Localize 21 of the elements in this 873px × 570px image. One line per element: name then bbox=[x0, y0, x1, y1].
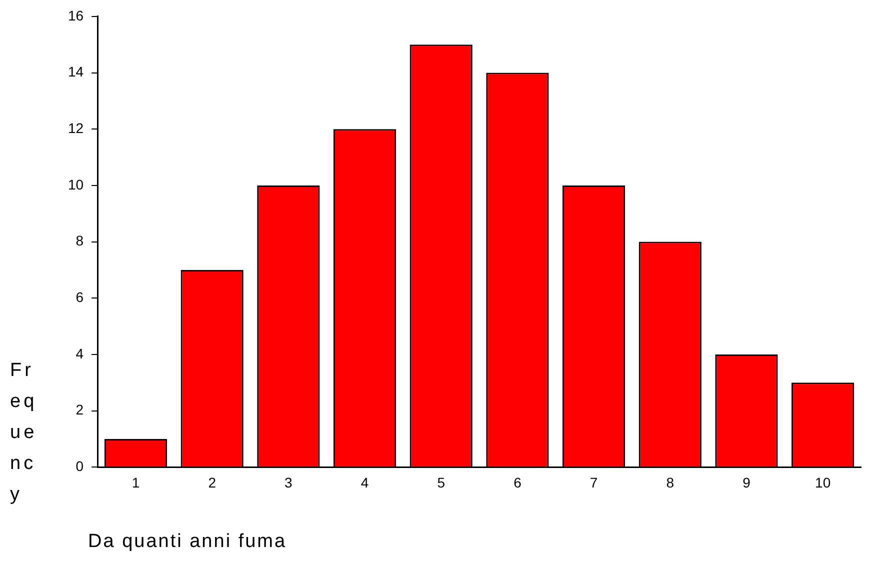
x-tick-label: 10 bbox=[815, 474, 831, 490]
y-tick-label: 16 bbox=[68, 7, 84, 24]
x-tick-label: 3 bbox=[284, 474, 293, 490]
y-tick-label: 0 bbox=[76, 458, 84, 474]
x-tick-label: 7 bbox=[590, 474, 598, 490]
y-tick-label: 8 bbox=[76, 232, 84, 249]
x-tick-label: 8 bbox=[666, 474, 674, 490]
x-tick-label: 6 bbox=[514, 474, 522, 490]
y-tick-label: 12 bbox=[68, 120, 84, 136]
y-tick-label: 10 bbox=[68, 176, 84, 192]
x-axis-title: Da quanti anni fuma bbox=[88, 531, 287, 553]
x-tick-label: 9 bbox=[742, 474, 751, 490]
x-tick-label: 2 bbox=[208, 474, 216, 490]
x-tick-label: 5 bbox=[437, 474, 446, 490]
x-tick-label: 1 bbox=[132, 474, 140, 490]
x-tick-label: 4 bbox=[360, 474, 369, 490]
y-tick-label: 2 bbox=[76, 402, 84, 418]
y-tick-label: 4 bbox=[76, 345, 84, 362]
y-tick-label: 6 bbox=[76, 289, 84, 306]
y-tick-label: 14 bbox=[68, 64, 84, 80]
y-axis-title: Frequency bbox=[10, 359, 38, 507]
